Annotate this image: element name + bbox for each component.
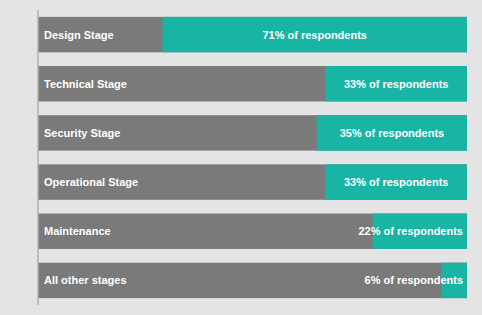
- data-label: 33% of respondents: [344, 176, 449, 188]
- chart-container: Design Stage 71% of respondents Technical …: [0, 0, 482, 315]
- bars: [38, 17, 467, 298]
- chart-svg: Design Stage 71% of respondents Technical …: [0, 0, 482, 315]
- data-label: 35% of respondents: [340, 127, 445, 139]
- category-label: All other stages: [44, 274, 127, 286]
- bar: [162, 17, 467, 52]
- track-bar: [38, 17, 467, 52]
- data-label: 33% of respondents: [344, 78, 449, 90]
- track-bar: [38, 214, 467, 249]
- track-bar: [38, 164, 467, 199]
- track-bar: [38, 115, 467, 150]
- category-label: Security Stage: [44, 127, 120, 139]
- data-label: 22% of respondents: [358, 225, 463, 237]
- track-bar: [38, 263, 467, 298]
- category-label: Technical Stage: [44, 78, 127, 90]
- data-label: 71% of respondents: [262, 29, 367, 41]
- labels: Design Stage 71% of respondents Technical …: [44, 29, 463, 287]
- bar: [317, 115, 467, 150]
- track-bar: [38, 66, 467, 101]
- data-label: 6% of respondents: [365, 274, 463, 286]
- bar: [325, 164, 467, 199]
- axis-line: [37, 10, 39, 305]
- category-label: Maintenance: [44, 225, 111, 237]
- category-label: Operational Stage: [44, 176, 138, 188]
- bar: [325, 66, 467, 101]
- category-label: Design Stage: [44, 29, 114, 41]
